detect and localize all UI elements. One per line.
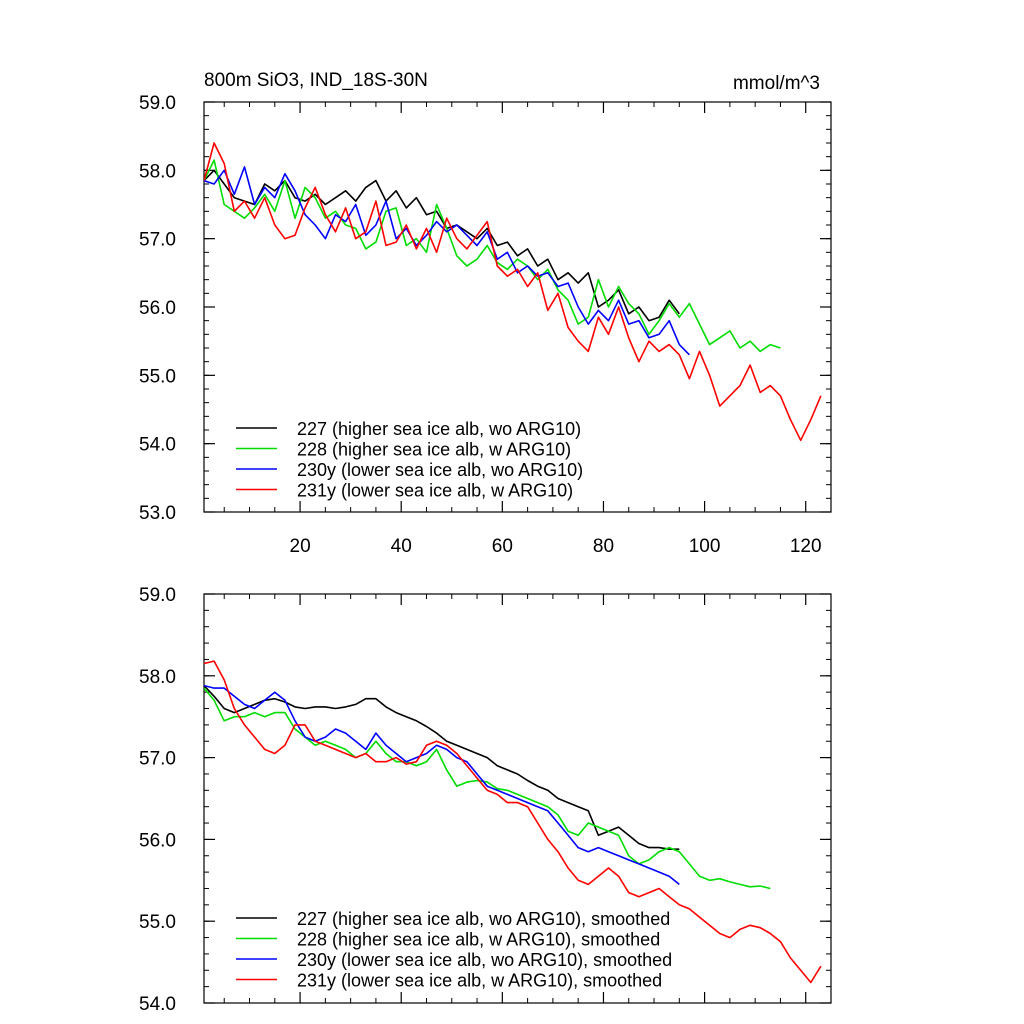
series-line-2 <box>204 684 680 886</box>
legend-label: 227 (higher sea ice alb, wo ARG10) <box>297 419 581 439</box>
y-tick-label: 56.0 <box>139 830 176 851</box>
legend-label: 231y (lower sea ice alb, w ARG10) <box>297 481 573 501</box>
units-label: mmol/m^3 <box>733 73 820 94</box>
series-line-2 <box>204 166 690 356</box>
legend-label: 227 (higher sea ice alb, wo ARG10), smoo… <box>297 909 670 929</box>
legend-label: 230y (lower sea ice alb, wo ARG10) <box>297 460 583 480</box>
y-tick-label: 59.0 <box>139 585 176 606</box>
legend-label: 228 (higher sea ice alb, w ARG10) <box>297 440 571 460</box>
series-line-3 <box>204 142 822 442</box>
plot-frame <box>203 593 832 1004</box>
y-tick-label: 54.0 <box>139 994 176 1015</box>
y-tick-label: 59.0 <box>139 93 176 114</box>
x-tick-label: 120 <box>790 536 822 557</box>
y-tick-label: 54.0 <box>139 435 176 456</box>
y-tick-label: 55.0 <box>139 366 176 387</box>
x-tick-label: 60 <box>492 536 513 557</box>
x-tick-label: 40 <box>391 536 412 557</box>
y-tick-label: 55.0 <box>139 912 176 933</box>
y-tick-label: 57.0 <box>139 749 176 770</box>
series-line-1 <box>204 687 771 890</box>
top-panel: 20 40 60 80 100 120 53.0 54.0 55.0 56.0 57.0 58.0 59… <box>139 93 832 557</box>
y-tick-label: 58.0 <box>139 667 176 688</box>
x-tick-label: 80 <box>593 536 614 557</box>
series-line-0 <box>204 685 680 851</box>
legend-label: 228 (higher sea ice alb, w ARG10), smoot… <box>297 930 660 950</box>
x-tick-label: 100 <box>689 536 721 557</box>
legend-label: 230y (lower sea ice alb, wo ARG10), smoo… <box>297 950 672 970</box>
x-tick-label: 20 <box>290 536 311 557</box>
bottom-panel: 54.0 55.0 56.0 57.0 58.0 59.0 227 (higher sea … <box>139 585 832 1015</box>
legend-label: 231y (lower sea ice alb, w ARG10), smoot… <box>297 971 662 991</box>
y-tick-label: 56.0 <box>139 298 176 319</box>
y-tick-label: 53.0 <box>139 503 176 524</box>
plot-title: 800m SiO3, IND_18S-30N <box>204 70 428 91</box>
y-tick-label: 58.0 <box>139 161 176 182</box>
series-line-0 <box>204 169 680 322</box>
series-line-3 <box>204 660 822 984</box>
y-tick-label: 57.0 <box>139 230 176 251</box>
